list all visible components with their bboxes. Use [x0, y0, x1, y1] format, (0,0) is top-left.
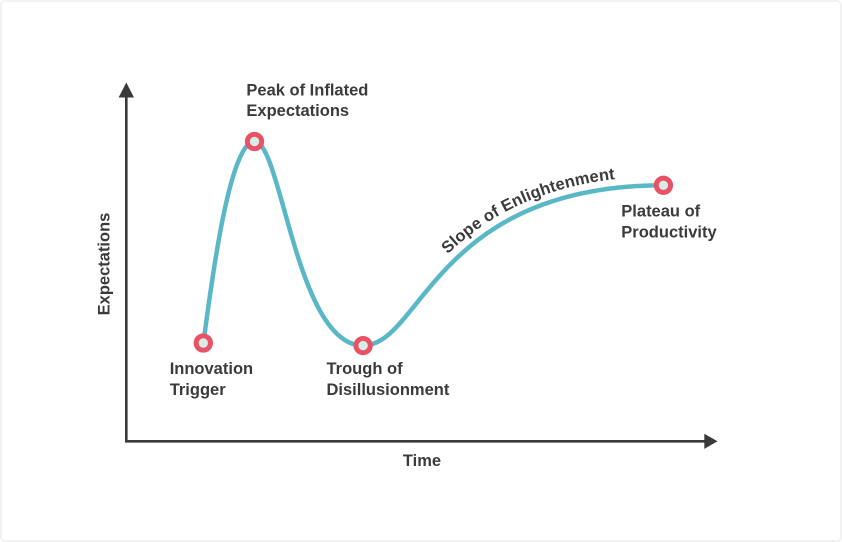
- svg-text:Expectations: Expectations: [246, 102, 349, 120]
- svg-text:Expectations: Expectations: [96, 213, 114, 316]
- svg-text:Time: Time: [403, 452, 441, 470]
- svg-text:Disillusionment: Disillusionment: [327, 381, 450, 399]
- svg-text:Innovation: Innovation: [170, 360, 253, 378]
- svg-text:Peak of Inflated: Peak of Inflated: [246, 81, 368, 99]
- svg-text:Productivity: Productivity: [621, 223, 717, 241]
- svg-text:Trough of: Trough of: [327, 360, 404, 378]
- svg-text:Plateau of: Plateau of: [621, 203, 700, 221]
- svg-text:Trigger: Trigger: [170, 381, 227, 399]
